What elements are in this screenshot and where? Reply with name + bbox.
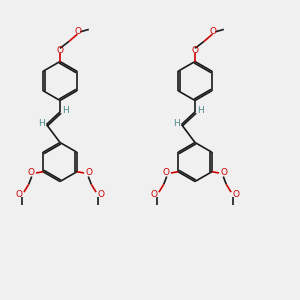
Text: O: O <box>209 27 217 36</box>
Text: O: O <box>16 190 22 199</box>
Text: O: O <box>98 190 104 199</box>
Text: O: O <box>163 169 170 178</box>
Text: O: O <box>74 27 82 36</box>
Text: O: O <box>56 46 64 55</box>
Text: H: H <box>197 106 204 115</box>
Text: H: H <box>62 106 69 115</box>
Text: H: H <box>38 118 44 127</box>
Text: O: O <box>220 169 227 178</box>
Text: H: H <box>173 118 179 127</box>
Text: O: O <box>232 190 239 199</box>
Text: O: O <box>85 169 92 178</box>
Text: O: O <box>151 190 158 199</box>
Text: O: O <box>28 169 34 178</box>
Text: O: O <box>191 46 199 55</box>
